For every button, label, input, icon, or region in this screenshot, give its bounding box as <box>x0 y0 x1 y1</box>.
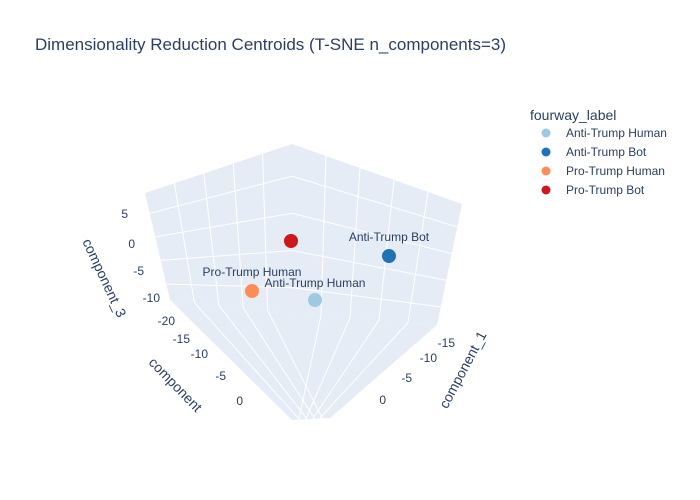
legend-item[interactable]: Anti-Trump Bot <box>541 145 647 159</box>
floor-plane <box>170 300 437 420</box>
point-anti-trump-human[interactable] <box>308 293 322 307</box>
right-wall-gridline <box>320 155 327 316</box>
y-axis-title: component <box>146 354 206 415</box>
z-tick-label: 0 <box>128 237 135 251</box>
legend-item[interactable]: Anti-Trump Human <box>541 126 667 140</box>
left-wall-gridline <box>173 183 195 303</box>
point-pro-trump-bot[interactable] <box>284 234 298 248</box>
point-label: Anti-Trump Human <box>265 276 366 290</box>
z-tick-label: 5 <box>121 207 128 221</box>
legend-label: Anti-Trump Bot <box>566 145 647 159</box>
x-tick-label: -10 <box>420 351 438 365</box>
left-wall-gridline <box>232 163 244 308</box>
z-gridline <box>291 212 452 255</box>
back-left-wall <box>145 144 292 313</box>
legend-item[interactable]: Pro-Trump Bot <box>541 183 645 197</box>
z-tick-label: -10 <box>143 291 161 305</box>
floor-gridline <box>305 317 351 420</box>
x-tick-label: -15 <box>438 336 456 350</box>
z-gridline <box>160 249 293 261</box>
legend-item[interactable]: Pro-Trump Human <box>541 164 665 178</box>
y-tick-label: -15 <box>173 332 191 346</box>
z-axis-title: component_3 <box>79 236 129 320</box>
legend-marker <box>541 166 551 176</box>
axis-ticks: 50-5-10-20-15-10-50-15-10-50 <box>121 207 455 408</box>
legend-label: Pro-Trump Human <box>566 164 665 178</box>
floor-gridline <box>298 315 322 420</box>
y-tick-label: -10 <box>191 347 209 361</box>
legend[interactable]: fourway_label Anti-Trump Human Anti-Trump… <box>530 107 667 197</box>
floor-gridline <box>312 319 380 420</box>
z-tick-label: -5 <box>133 264 144 278</box>
point-label: Anti-Trump Bot <box>349 230 430 244</box>
z-gridline <box>291 175 458 228</box>
x-tick-label: 0 <box>379 393 386 407</box>
legend-title: fourway_label <box>530 107 616 123</box>
point-pro-trump-human[interactable] <box>245 284 259 298</box>
data-points: Anti-Trump Human Anti-Trump Bot Pro-Trump … <box>203 230 430 307</box>
z-gridline <box>166 283 293 289</box>
legend-label: Pro-Trump Bot <box>566 183 645 197</box>
z-gridline <box>291 287 441 308</box>
point-label: Pro-Trump Human <box>203 265 302 279</box>
point-anti-trump-bot[interactable] <box>382 249 396 263</box>
z-gridline <box>155 212 293 238</box>
floor-gridline <box>242 307 316 420</box>
floor-gridline <box>318 322 409 419</box>
left-wall-gridline <box>203 173 220 306</box>
legend-marker <box>541 147 551 157</box>
y-tick-label: 0 <box>236 394 243 408</box>
x-tick-label: -5 <box>401 371 412 385</box>
scene-gridlines <box>149 153 458 420</box>
legend-label: Anti-Trump Human <box>566 126 667 140</box>
z-gridline <box>291 249 447 281</box>
floor-gridline <box>267 310 323 419</box>
right-wall-gridline <box>349 167 361 318</box>
left-wall-gridline <box>262 153 269 311</box>
chart-title: Dimensionality Reduction Centroids (T-SN… <box>35 35 506 54</box>
legend-marker <box>541 128 551 138</box>
z-gridline <box>149 175 293 214</box>
legend-marker <box>541 185 551 195</box>
y-tick-label: -5 <box>215 369 226 383</box>
y-tick-label: -20 <box>158 314 176 328</box>
floor-gridline <box>218 304 308 420</box>
floor-gridline <box>194 302 300 420</box>
right-wall-gridline <box>407 191 429 323</box>
